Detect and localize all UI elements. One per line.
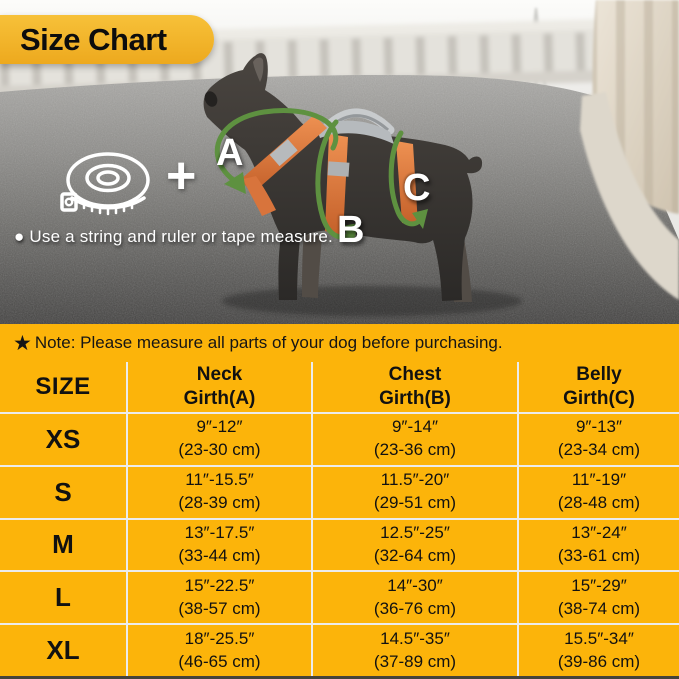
measure-label-c: C: [403, 167, 431, 209]
col-header-size: SIZE: [0, 362, 126, 412]
product-photo: Size Chart + A B C ● Use a string and ru…: [0, 0, 679, 324]
note-bar: ★ Note: Please measure all parts of your…: [0, 324, 679, 362]
page-title: Size Chart: [20, 21, 167, 57]
size-cell-s: S: [0, 466, 126, 518]
col-header-neck: Neck Girth(A): [128, 362, 311, 412]
stone-curb: [580, 92, 679, 300]
neck-cell-m: 13″-17.5″ (33-44 cm): [128, 519, 311, 571]
measure-label-b: B: [337, 209, 365, 251]
neck-cell-s: 11″-15.5″ (28-39 cm): [128, 466, 311, 518]
belly-cell-xs: 9″-13″ (23-34 cm): [519, 414, 679, 465]
title-banner: Size Chart: [0, 15, 214, 64]
dog-shadow: [222, 286, 522, 316]
belly-cell-xl: 15.5″-34″ (39-86 cm): [519, 625, 679, 676]
neck-cell-xs: 9″-12″ (23-30 cm): [128, 414, 311, 465]
size-cell-xl: XL: [0, 625, 126, 676]
measure-arrowheads: [224, 172, 428, 243]
belly-cell-s: 11″-19″ (28-48 cm): [519, 466, 679, 518]
plus-icon: +: [166, 147, 197, 205]
col-header-chest: Chest Girth(B): [313, 362, 517, 412]
belly-cell-l: 15″-29″ (38-74 cm): [519, 572, 679, 624]
chest-cell-xs: 9″-14″ (23-36 cm): [313, 414, 517, 465]
chest-cell-m: 12.5″-25″ (32-64 cm): [313, 519, 517, 571]
size-cell-m: M: [0, 519, 126, 571]
belly-cell-m: 13″-24″ (33-61 cm): [519, 519, 679, 571]
chest-cell-s: 11.5″-20″ (29-51 cm): [313, 466, 517, 518]
chest-cell-xl: 14.5″-35″ (37-89 cm): [313, 625, 517, 676]
star-icon: ★: [13, 331, 32, 355]
size-cell-l: L: [0, 572, 126, 624]
tape-measure-icon: [60, 152, 150, 216]
measure-arrows: [214, 108, 424, 240]
measure-instruction: ● Use a string and ruler or tape measure…: [14, 227, 333, 246]
size-table: SIZE Neck Girth(A) Chest Girth(B) Belly …: [0, 362, 679, 676]
bottom-border: [0, 676, 679, 679]
size-cell-xs: XS: [0, 414, 126, 465]
note-text: Note: Please measure all parts of your d…: [34, 333, 503, 352]
neck-cell-xl: 18″-25.5″ (46-65 cm): [128, 625, 311, 676]
chest-cell-l: 14″-30″ (36-76 cm): [313, 572, 517, 624]
neck-cell-l: 15″-22.5″ (38-57 cm): [128, 572, 311, 624]
measure-label-a: A: [216, 132, 244, 174]
col-header-belly: Belly Girth(C): [519, 362, 679, 412]
